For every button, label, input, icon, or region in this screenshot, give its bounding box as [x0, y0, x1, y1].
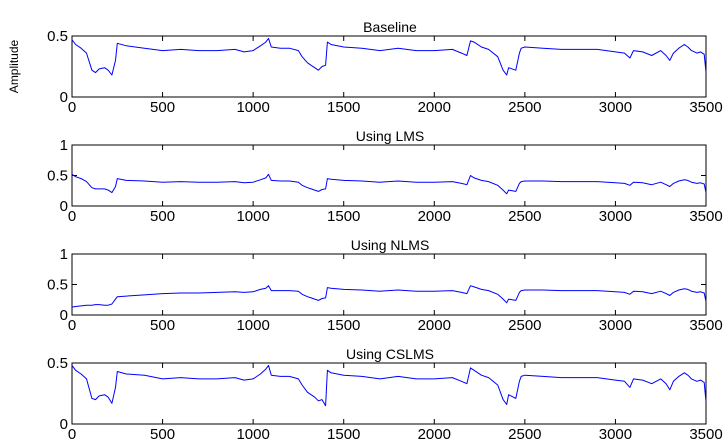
series-line-1 [71, 173, 707, 195]
subplot-3: 0 500 1000 1500 2000 2500 3000 3500 0 0.5 1 Using N… [47, 237, 723, 334]
y-tick-label: 0 [60, 89, 68, 106]
y-tick-label: 0.5 [47, 355, 68, 372]
x-tick-label: 3500 [689, 317, 722, 334]
y-tick-label: 0 [60, 307, 68, 324]
axes-frame [71, 253, 707, 316]
x-tick-label: 500 [150, 317, 175, 334]
x-tick-label: 2000 [418, 426, 451, 440]
x-tick-label: 2500 [508, 426, 541, 440]
axes-frame [71, 35, 707, 98]
subplot-2: 0 500 1000 1500 2000 2500 3000 3500 0 0.5 1 Using L… [47, 128, 723, 225]
y-tick-label: 0.5 [47, 277, 68, 294]
x-tick-label: 0 [68, 426, 76, 440]
subplot-title: Using CSLMS [346, 346, 434, 362]
x-tick-label: 1000 [236, 317, 269, 334]
x-tick-label: 500 [150, 99, 175, 116]
y-tick-label: 0.5 [47, 168, 68, 185]
x-tick-label: 1500 [327, 317, 360, 334]
y-axis-label: Amplitude [7, 40, 21, 94]
x-tick-label: 0 [68, 99, 76, 116]
y-tick-label: 0 [60, 416, 68, 433]
x-tick-label: 1500 [327, 426, 360, 440]
subplot-title: Baseline [363, 19, 417, 35]
x-tick-label: 2500 [508, 99, 541, 116]
x-tick-label: 3000 [599, 99, 632, 116]
x-tick-label: 1500 [327, 99, 360, 116]
subplot-4: 0 500 1000 1500 2000 2500 3000 3500 0 0.5 Using CS… [47, 346, 723, 440]
x-tick-label: 2000 [418, 317, 451, 334]
x-tick-label: 3500 [689, 426, 722, 440]
y-tick-label: 1 [60, 246, 68, 263]
x-tick-label: 0 [68, 208, 76, 225]
axes-frame [71, 144, 707, 207]
x-tick-label: 2500 [508, 208, 541, 225]
y-tick-label: 1 [60, 137, 68, 154]
x-tick-label: 1000 [236, 426, 269, 440]
x-tick-label: 3500 [689, 208, 722, 225]
x-tick-label: 3500 [689, 99, 722, 116]
series-line-1 [71, 285, 707, 308]
x-tick-label: 2000 [418, 99, 451, 116]
x-tick-label: 1500 [327, 208, 360, 225]
subplot-title: Using LMS [356, 128, 424, 144]
x-tick-label: 2000 [418, 208, 451, 225]
x-tick-label: 500 [150, 426, 175, 440]
x-tick-label: 500 [150, 208, 175, 225]
x-tick-label: 2500 [508, 317, 541, 334]
x-tick-label: 0 [68, 317, 76, 334]
series-line-1 [71, 364, 707, 407]
subplot-1: 0 500 1000 1500 2000 2500 3000 3500 0 0.5 Baseline… [7, 19, 723, 116]
series-line-1 [71, 37, 707, 76]
x-tick-label: 3000 [599, 208, 632, 225]
x-tick-label: 1000 [236, 99, 269, 116]
y-tick-label: 0 [60, 198, 68, 215]
x-tick-label: 1000 [236, 208, 269, 225]
x-tick-label: 3000 [599, 317, 632, 334]
x-tick-label: 3000 [599, 426, 632, 440]
y-tick-label: 0.5 [47, 28, 68, 45]
axes-frame [71, 362, 707, 425]
subplot-title: Using NLMS [351, 237, 430, 253]
